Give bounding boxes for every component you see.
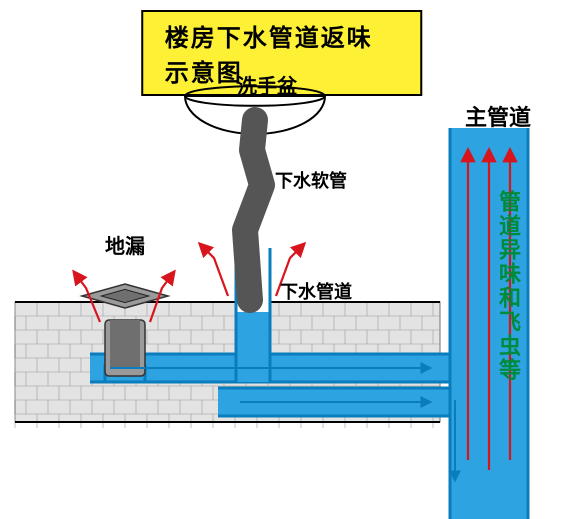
label-floor-drain: 地漏 — [105, 230, 145, 259]
diagram-stage: 楼房下水管道返味示意图 洗手盆 主管道 下水软管 下水管道 地漏 管道异味和飞虫… — [0, 0, 563, 519]
label-main-pipe: 主管道 — [465, 100, 531, 132]
label-flex-hose: 下水软管 — [275, 167, 347, 193]
label-sink: 洗手盆 — [237, 70, 297, 99]
label-odor-note: 管道异味和飞虫等 — [492, 190, 524, 382]
label-drain-pipe: 下水管道 — [280, 278, 352, 304]
